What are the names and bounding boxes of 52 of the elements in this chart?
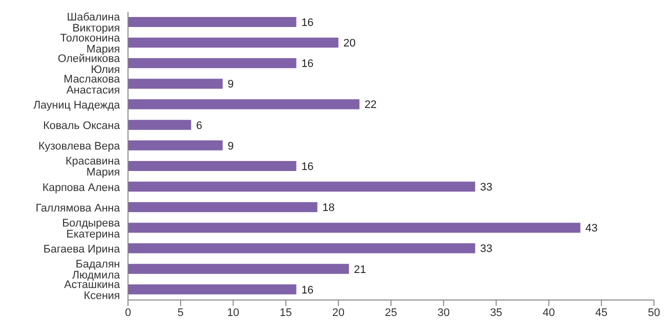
data-label: 6 (196, 120, 202, 132)
bar (128, 222, 580, 233)
data-label: 16 (301, 284, 314, 296)
y-tick-label: Галлямова Анна (36, 202, 121, 214)
y-tick-label: Коваль Оксана (43, 120, 121, 132)
data-label: 43 (585, 222, 598, 235)
data-label: 9 (228, 140, 234, 152)
data-label: 16 (301, 160, 314, 173)
bar (128, 78, 223, 89)
x-tick-label: 5 (178, 306, 184, 319)
y-tick-label: Красавина Мария (66, 156, 121, 179)
x-tick-label: 35 (490, 306, 502, 319)
data-label: 33 (480, 181, 492, 194)
bar (128, 140, 223, 150)
data-label: 33 (480, 243, 492, 256)
y-tick-label: Болдырева Екатерина (62, 217, 121, 240)
data-label: 22 (364, 99, 377, 112)
bar (128, 58, 296, 68)
data-label: 16 (301, 58, 314, 70)
y-tick-label: Лауниц Надежда (33, 99, 121, 112)
bar (128, 284, 296, 294)
y-tick-label: Маслакова Анастасия (64, 73, 121, 96)
x-tick-label: 0 (124, 306, 132, 319)
bar (128, 202, 318, 212)
bar (128, 99, 360, 110)
bar (128, 38, 338, 48)
data-label: 21 (354, 264, 366, 276)
data-label: 16 (301, 16, 314, 29)
y-tick-label: Кузовлева Вера (38, 140, 121, 153)
bar (128, 161, 296, 171)
x-tick-label: 20 (332, 306, 345, 319)
x-tick-label: 50 (648, 306, 660, 319)
x-tick-label: 30 (437, 306, 450, 319)
data-label: 18 (322, 202, 335, 214)
bar (128, 17, 296, 27)
x-tick-label: 25 (384, 306, 398, 319)
x-tick-label: 15 (280, 306, 292, 319)
y-tick-label: Карпова Алена (42, 182, 121, 194)
y-tick-label: Багаева Ирина (43, 243, 121, 256)
data-label: 9 (228, 78, 234, 91)
bar (128, 264, 349, 274)
y-tick-label: Шабалина Виктория (66, 12, 121, 35)
bar (128, 182, 476, 192)
bar (128, 120, 192, 130)
y-tick-label: Олейникова Юлия (58, 52, 121, 76)
y-tick-label: Асташкина Ксения (64, 279, 121, 302)
x-tick-label: 40 (542, 306, 555, 319)
y-tick-label: Бадалян Людмила (72, 258, 121, 282)
x-tick-label: 45 (595, 306, 608, 319)
x-tick-label: 10 (227, 306, 240, 319)
bar (128, 243, 476, 254)
data-label: 20 (343, 37, 356, 50)
